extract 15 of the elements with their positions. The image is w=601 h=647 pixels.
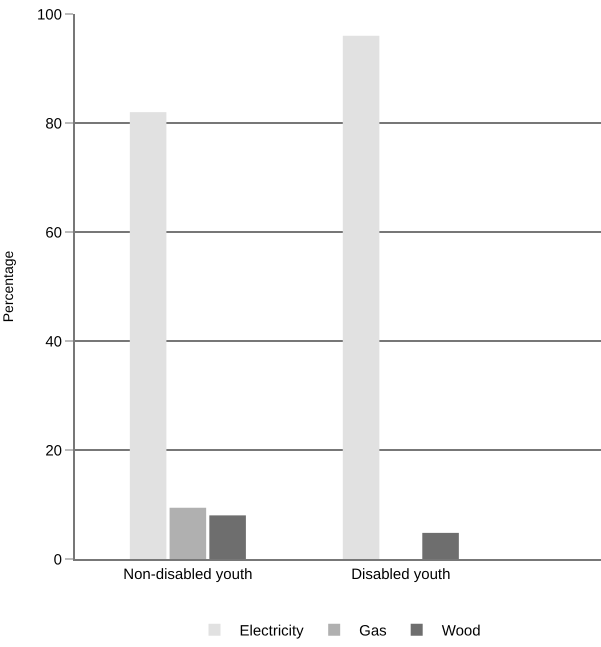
y-tick-label: 80 [45, 115, 62, 132]
legend-label: Gas [359, 622, 387, 640]
x-tick-label: Non-disabled youth [123, 566, 253, 583]
y-tick-label: 40 [45, 333, 62, 350]
legend-label: Electricity [240, 622, 304, 640]
x-tick-label: Disabled youth [351, 566, 450, 583]
y-tick-label: 0 [54, 551, 62, 568]
y-tick-label: 60 [45, 224, 62, 242]
bar [130, 112, 166, 559]
bar [342, 36, 380, 559]
y-axis-title: Percentage [0, 250, 16, 322]
legend-label: Wood [442, 622, 481, 640]
bar [170, 508, 206, 559]
y-tick-label: 20 [45, 442, 62, 460]
y-tick-label: 100 [36, 6, 62, 24]
